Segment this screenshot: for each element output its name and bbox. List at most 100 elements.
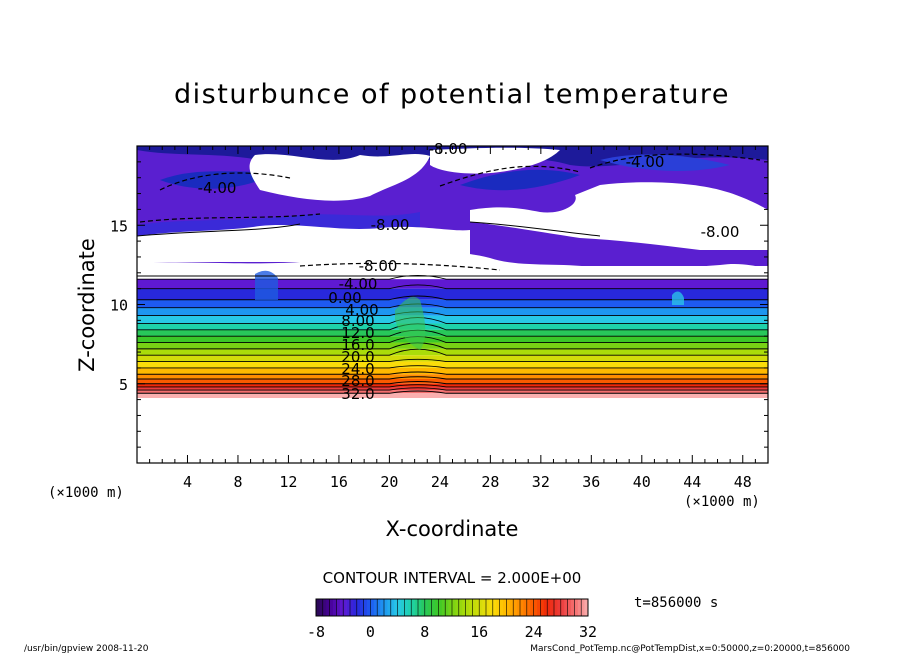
colorbar-cell bbox=[336, 599, 341, 616]
band-18 bbox=[137, 361, 768, 368]
band-30 bbox=[137, 390, 768, 394]
x-tick-label: 12 bbox=[279, 473, 297, 491]
colorbar-cell bbox=[326, 599, 330, 616]
colorbar-cell bbox=[496, 599, 500, 616]
colorbar-tick-label: 8 bbox=[420, 623, 429, 641]
band-24 bbox=[137, 378, 768, 384]
colorbar-cell bbox=[492, 599, 497, 616]
colorbar-cell bbox=[424, 599, 429, 616]
colorbar-cell bbox=[584, 599, 589, 616]
solid-contours bbox=[137, 221, 768, 277]
contour-label: -8.00 bbox=[371, 216, 410, 234]
contour-label: 0.00 bbox=[328, 289, 361, 307]
contour-26 bbox=[137, 381, 768, 385]
colorbar-cell bbox=[380, 599, 385, 616]
colorbar-cell bbox=[411, 599, 415, 616]
colorbar-cell bbox=[394, 599, 398, 616]
x-tick-label: 36 bbox=[582, 473, 600, 491]
band-6 bbox=[137, 323, 768, 330]
y-tick-label: 5 bbox=[119, 376, 128, 394]
colorbar-cell bbox=[343, 599, 347, 616]
colorbar-cell bbox=[486, 599, 490, 616]
band-28 bbox=[137, 386, 768, 391]
band-8 bbox=[137, 329, 768, 337]
contour-label: 20.0 bbox=[341, 348, 374, 366]
contour-labels: -8.00-4.00-4.00-8.00-8.00-8.00-4.000.004… bbox=[198, 140, 740, 403]
contour-label: 4.00 bbox=[345, 301, 378, 319]
contour-label: 32.0 bbox=[341, 385, 374, 403]
colorbar-cell bbox=[537, 599, 541, 616]
y-tick-label: 10 bbox=[110, 297, 128, 315]
contour-interval: CONTOUR INTERVAL = 2.000E+00 bbox=[323, 569, 582, 587]
x-tick-label: 32 bbox=[532, 473, 550, 491]
colorbar-cell bbox=[554, 599, 558, 616]
colorbar-cell bbox=[390, 599, 395, 616]
colorbar-cell bbox=[462, 599, 466, 616]
footer-left: /usr/bin/gpview 2008-11-20 bbox=[24, 644, 149, 654]
x-tick-label: 48 bbox=[734, 473, 752, 491]
band-12 bbox=[137, 342, 768, 349]
y-tick-label: 15 bbox=[110, 217, 128, 235]
colorbar-cell bbox=[445, 599, 449, 616]
colorbar-cell bbox=[435, 599, 439, 616]
colorbar-cell bbox=[438, 599, 443, 616]
contour-30 bbox=[137, 387, 768, 391]
x-axis: 4 8 12 16 20 24 28 32 36 40 44 48 bbox=[149, 146, 756, 491]
colorbar-tick-label: 16 bbox=[470, 623, 488, 641]
colorbar-tick-label: 0 bbox=[366, 623, 375, 641]
colorbar bbox=[315, 598, 589, 617]
contour-28 bbox=[137, 384, 768, 388]
colorbar-cell bbox=[353, 599, 358, 616]
colorbar-cell bbox=[370, 599, 375, 616]
band-16 bbox=[137, 355, 768, 362]
colorbar-cell bbox=[533, 599, 538, 616]
band-26 bbox=[137, 383, 768, 387]
x-tick-label: 16 bbox=[330, 473, 348, 491]
x-tick-label: 8 bbox=[233, 473, 242, 491]
band-10 bbox=[137, 336, 768, 343]
colorbar-cell bbox=[319, 599, 324, 616]
colorbar-cell bbox=[547, 599, 551, 616]
colorbar-cell bbox=[401, 599, 405, 616]
contour-0 bbox=[137, 295, 768, 301]
band-14 bbox=[137, 348, 768, 356]
y-axis: 5 10 15 bbox=[110, 161, 768, 448]
colorbar-cell bbox=[472, 599, 477, 616]
plot-area bbox=[137, 146, 768, 399]
colorbar-cell bbox=[322, 599, 327, 616]
colorbar-cell bbox=[418, 599, 422, 616]
contour-label: -8.00 bbox=[359, 257, 398, 275]
contour-18 bbox=[137, 358, 768, 363]
footer-right: MarsCond_PotTemp.nc@PotTempDist,x=0:5000… bbox=[530, 644, 850, 654]
colorbar-tick-label: -8 bbox=[307, 623, 325, 641]
band--2 bbox=[137, 288, 768, 300]
colorbar-cell bbox=[503, 599, 507, 616]
x-unit-label: (×1000 m) bbox=[684, 494, 760, 510]
colorbar-cell bbox=[414, 599, 419, 616]
colorbar-cell bbox=[339, 599, 344, 616]
colorbar-cell bbox=[333, 599, 337, 616]
colorbar-cell bbox=[557, 599, 562, 616]
colorbar-cell bbox=[387, 599, 392, 616]
colorbar-cell bbox=[465, 599, 470, 616]
colorbar-cell bbox=[530, 599, 534, 616]
contour-label: 8.00 bbox=[341, 312, 374, 330]
contour-label: -4.00 bbox=[626, 153, 665, 171]
contour-16 bbox=[137, 348, 768, 356]
x-tick-label: 40 bbox=[633, 473, 651, 491]
colorbar-cell bbox=[479, 599, 483, 616]
colorbar-cell bbox=[346, 599, 351, 616]
colorbar-cell bbox=[526, 599, 531, 616]
colorbar-cell bbox=[431, 599, 436, 616]
band-0 bbox=[137, 299, 768, 308]
colorbar-cell bbox=[523, 599, 528, 616]
colorbar-cell bbox=[316, 599, 320, 616]
colorbar-cell bbox=[550, 599, 555, 616]
band-4 bbox=[137, 315, 768, 324]
band-22 bbox=[137, 374, 768, 379]
colorbar-cell bbox=[428, 599, 432, 616]
colorbar-cell bbox=[373, 599, 378, 616]
chart-title: disturbunce of potential temperature bbox=[174, 79, 730, 110]
contour-label: 16.0 bbox=[341, 336, 374, 354]
